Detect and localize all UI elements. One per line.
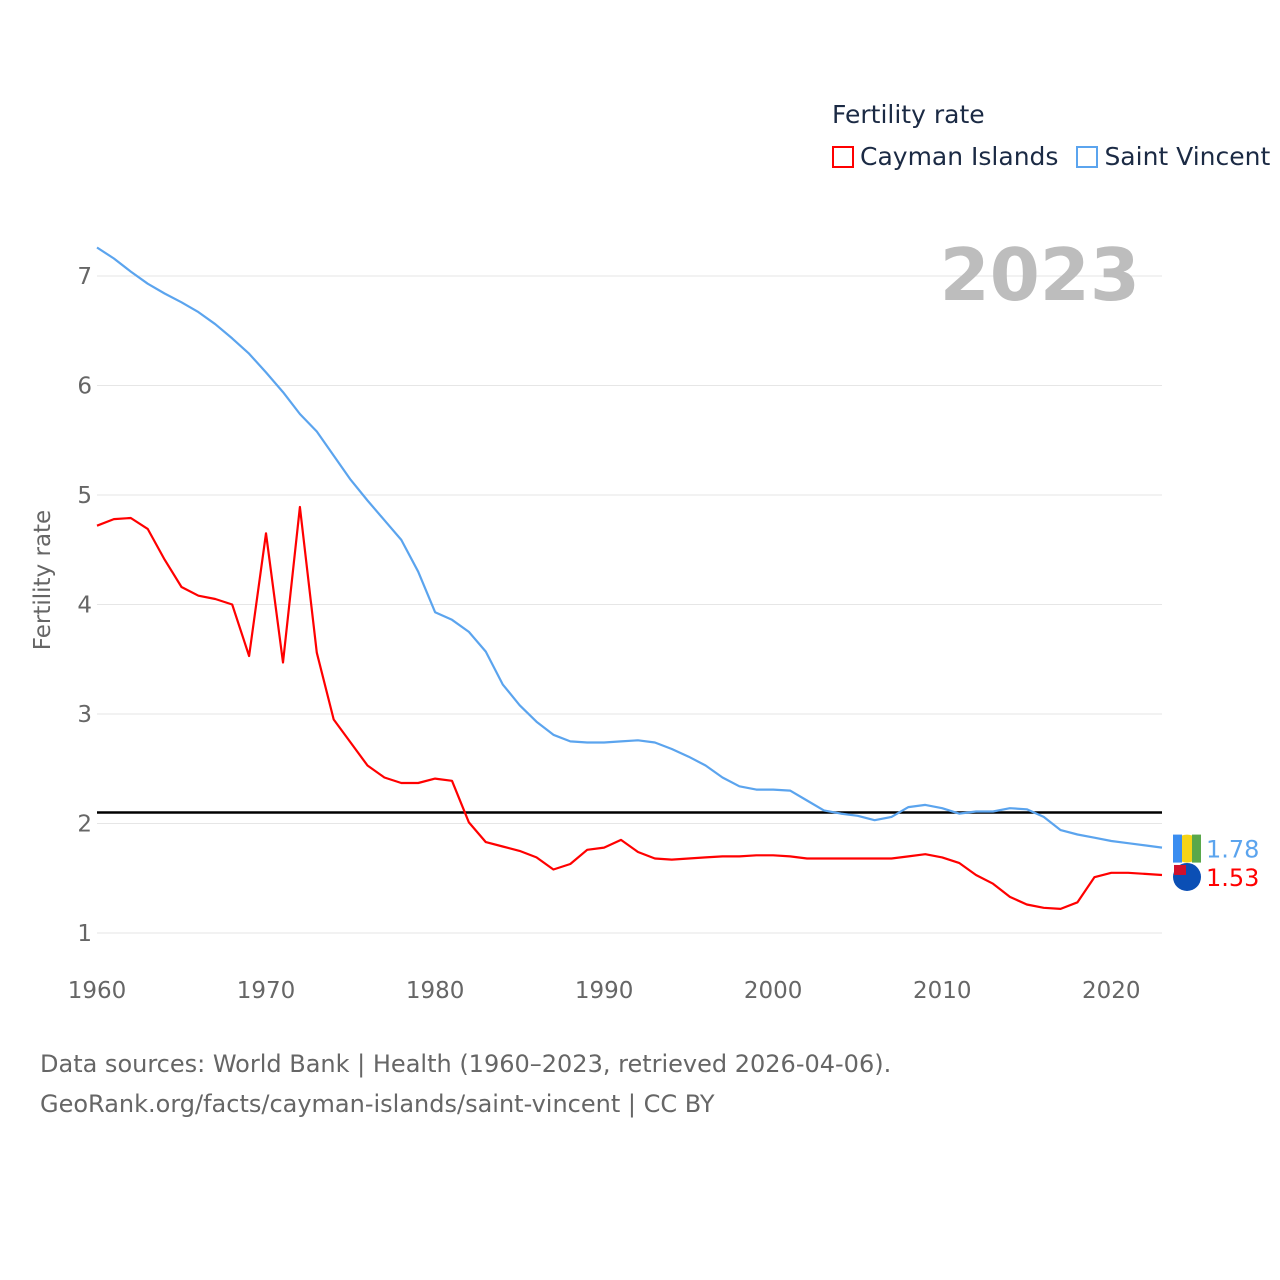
- series-line-saint-vincent: [96, 246, 1163, 849]
- y-axis-label: Fertility rate: [30, 510, 56, 650]
- legend-swatch-saint-vincent: [1076, 145, 1099, 168]
- end-value-label: 1.78: [1206, 836, 1259, 864]
- data-source-text: Data sources: World Bank | Health (1960–…: [40, 1050, 892, 1078]
- series-line-cayman-islands: [96, 505, 1163, 911]
- legend-item-cayman[interactable]: Cayman Islands: [832, 142, 1058, 171]
- attribution-link[interactable]: GeoRank.org/facts/cayman-islands/saint-v…: [40, 1090, 715, 1118]
- legend-title: Fertility rate: [832, 100, 985, 129]
- flag-union-jack: [1174, 864, 1186, 875]
- y-tick-label: 6: [77, 374, 92, 400]
- x-tick-label: 2000: [744, 978, 803, 1004]
- y-tick-label: 1: [77, 921, 92, 947]
- x-tick-label: 1970: [237, 978, 296, 1004]
- legend-label: Cayman Islands: [860, 142, 1059, 171]
- y-tick-label: 3: [77, 702, 92, 728]
- x-tick-label: 1990: [575, 978, 634, 1004]
- x-tick-label: 2010: [913, 978, 972, 1004]
- flag-stripe: [1173, 834, 1182, 863]
- x-tick-label: 2020: [1082, 978, 1141, 1004]
- x-tick-label: 1960: [68, 978, 127, 1004]
- footer: Data sources: World Bank | Health (1960–…: [40, 1044, 891, 1124]
- legend-swatch-cayman: [832, 145, 854, 168]
- flag-stripe: [1192, 834, 1201, 863]
- x-tick-label: 1980: [406, 978, 465, 1004]
- end-value-label: 1.53: [1206, 864, 1259, 892]
- y-tick-label: 4: [77, 593, 92, 619]
- year-label: 2023: [940, 233, 1140, 317]
- y-tick-label: 5: [77, 483, 92, 509]
- legend-label: Saint Vincent: [1104, 142, 1271, 171]
- legend-item-saint-vincent[interactable]: Saint Vincent: [1076, 142, 1270, 171]
- legend: Cayman Islands Saint Vincent: [832, 142, 1270, 171]
- y-tick-label: 7: [77, 264, 92, 290]
- y-tick-label: 2: [77, 812, 92, 838]
